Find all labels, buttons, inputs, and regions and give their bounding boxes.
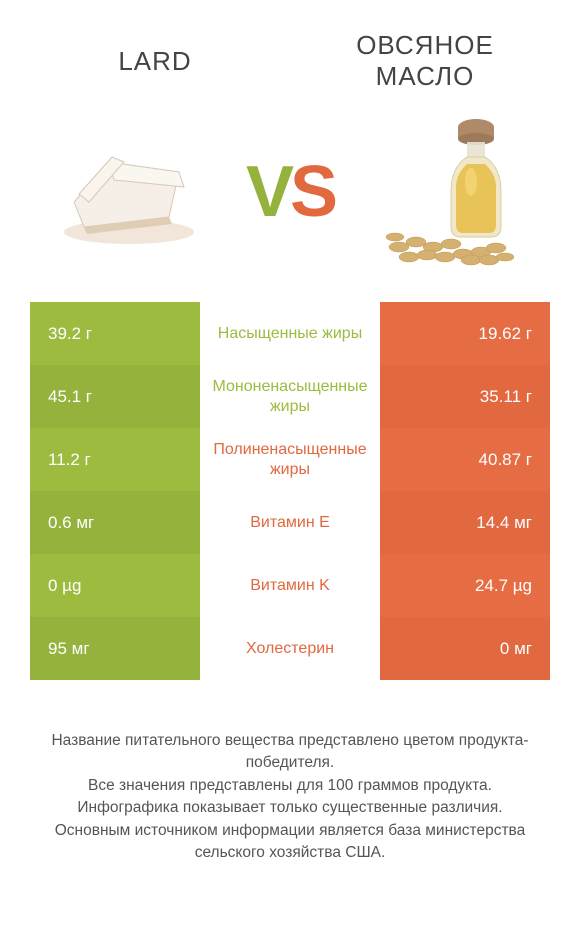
cell-label: Холестерин (200, 617, 380, 680)
lard-image (49, 122, 209, 262)
lard-icon (54, 132, 204, 252)
footer-line: Название питательного вещества представл… (30, 730, 550, 775)
cell-left-value: 0 µg (30, 554, 200, 617)
cell-label: Мононенасыщенные жиры (200, 365, 380, 428)
cell-left-value: 39.2 г (30, 302, 200, 365)
cell-label: Витамин E (200, 491, 380, 554)
title-right: Овсяное масло (304, 30, 547, 92)
cell-left-value: 45.1 г (30, 365, 200, 428)
table-row: 45.1 гМононенасыщенные жиры35.11 г (30, 365, 550, 428)
cell-left-value: 11.2 г (30, 428, 200, 491)
cell-right-value: 0 мг (380, 617, 550, 680)
footer-line: Основным источником информации является … (30, 820, 550, 865)
cell-right-value: 40.87 г (380, 428, 550, 491)
cell-right-value: 19.62 г (380, 302, 550, 365)
vs-v: V (246, 152, 290, 232)
cell-left-value: 95 мг (30, 617, 200, 680)
footer-line: Все значения представлены для 100 граммо… (30, 775, 550, 797)
vs-s: S (290, 152, 334, 232)
header: LARD Овсяное масло (0, 0, 580, 102)
table-row: 39.2 гНасыщенные жиры19.62 г (30, 302, 550, 365)
footer-notes: Название питательного вещества представл… (0, 680, 580, 865)
cell-label: Витамин K (200, 554, 380, 617)
cell-right-value: 24.7 µg (380, 554, 550, 617)
oil-image (371, 122, 531, 262)
cell-right-value: 14.4 мг (380, 491, 550, 554)
oil-icon (381, 112, 521, 272)
vs-label: VS (246, 151, 334, 233)
comparison-table: 39.2 гНасыщенные жиры19.62 г45.1 гМононе… (30, 302, 550, 680)
footer-line: Инфографика показывает только существенн… (30, 797, 550, 819)
cell-right-value: 35.11 г (380, 365, 550, 428)
title-left: LARD (34, 46, 277, 77)
cell-label: Насыщенные жиры (200, 302, 380, 365)
table-row: 0 µgВитамин K24.7 µg (30, 554, 550, 617)
images-row: VS (0, 102, 580, 302)
cell-label: Полиненасыщенные жиры (200, 428, 380, 491)
table-row: 0.6 мгВитамин E14.4 мг (30, 491, 550, 554)
cell-left-value: 0.6 мг (30, 491, 200, 554)
table-row: 95 мгХолестерин0 мг (30, 617, 550, 680)
table-row: 11.2 гПолиненасыщенные жиры40.87 г (30, 428, 550, 491)
